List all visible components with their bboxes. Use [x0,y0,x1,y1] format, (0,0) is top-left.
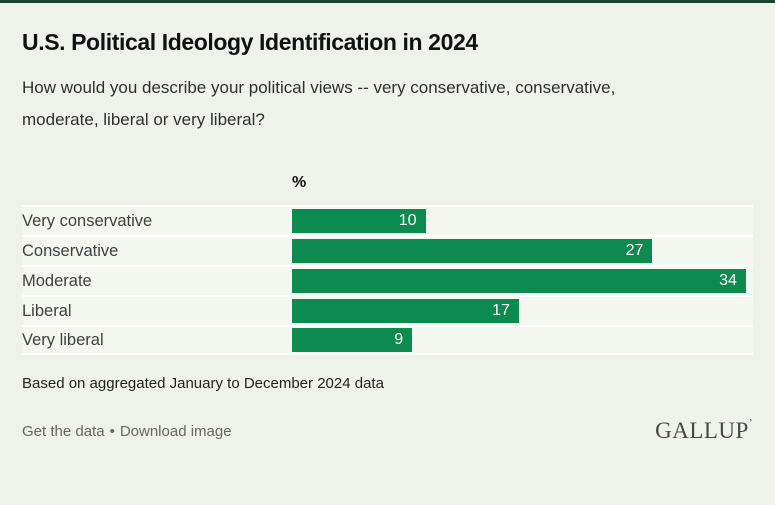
trademark-mark: ’ [748,417,753,429]
chart-card: U.S. Political Ideology Identification i… [0,29,775,444]
chart-row-conservative: Conservative 27 [22,235,753,265]
chart-subtitle-question: How would you describe your political vi… [22,72,753,136]
bar-moderate: 34 [292,269,746,293]
source-note: Based on aggregated January to December … [22,375,384,392]
gallup-logo-text: GALLUP [655,418,749,443]
bar-value-label: 34 [719,272,737,289]
bar-value-label: 9 [394,331,404,348]
category-label: Liberal [22,301,72,320]
bar-track: 17 [292,299,753,323]
bar-very-liberal: 9 [292,328,413,352]
category-label: Moderate [22,271,92,290]
bar-value-label: 10 [398,212,417,229]
percent-axis-header: % [292,174,307,191]
subtitle-line-2: moderate, liberal or very liberal? [22,110,265,129]
bullet-separator: • [109,422,115,440]
bar-liberal: 17 [292,299,519,323]
page-title: U.S. Political Ideology Identification i… [22,29,478,55]
bar-value-label: 27 [625,242,644,259]
footer-links: Get the data • Download image [22,423,232,440]
chart-row-very-conservative: Very conservative 10 [22,205,753,235]
bar-track: 9 [292,328,753,352]
category-label: Very conservative [22,211,153,230]
chart-row-very-liberal: Very liberal 9 [22,325,753,355]
category-label: Very liberal [22,330,104,349]
bar-track: 10 [292,209,753,233]
subtitle-line-1: How would you describe your political vi… [22,78,616,97]
bar-track: 34 [292,269,753,293]
download-image-link[interactable]: Download image [119,422,232,440]
gallup-logo: GALLUP’ [655,418,753,444]
bar-conservative: 27 [292,239,653,263]
bar-very-conservative: 10 [292,209,426,233]
chart-row-liberal: Liberal 17 [22,295,753,325]
chart-row-moderate: Moderate 34 [22,265,753,295]
bar-chart: Very conservative 10 Conservative 27 Mod… [22,205,753,355]
category-label: Conservative [22,241,119,260]
bar-track: 27 [292,239,753,263]
bar-value-label: 17 [492,302,510,319]
get-the-data-link[interactable]: Get the data [22,422,105,440]
footer-bar: Get the data • Download image GALLUP’ [22,418,753,444]
